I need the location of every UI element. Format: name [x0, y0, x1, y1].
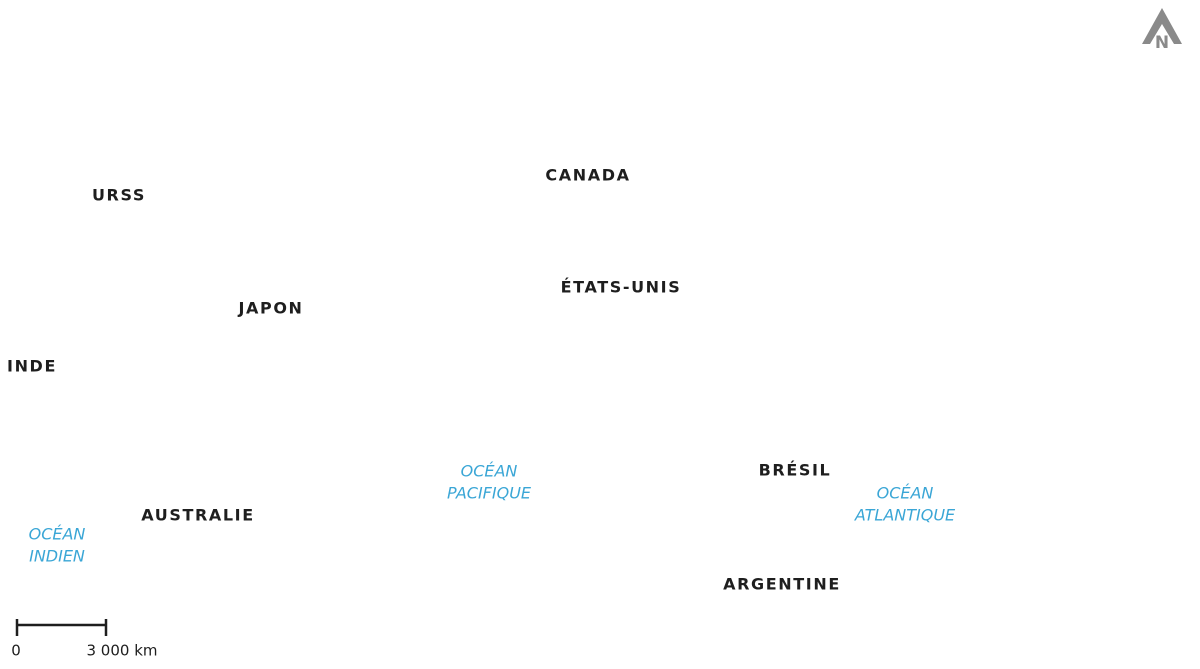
ocean-label: INDIEN — [29, 547, 85, 566]
ocean-label: OCÉAN — [877, 484, 934, 503]
north-label: N — [1155, 33, 1169, 53]
country-label: CANADA — [545, 166, 630, 185]
country-label: URSS — [92, 186, 146, 205]
scale-label: 0 — [11, 642, 21, 660]
north-arrow: N — [1142, 8, 1182, 53]
country-label: AUSTRALIE — [141, 506, 255, 525]
country-label: BRÉSIL — [759, 461, 832, 480]
country-label: INDE — [7, 357, 57, 376]
country-label: ARGENTINE — [723, 575, 841, 594]
ocean-label: OCÉAN — [461, 462, 518, 481]
ocean-label: ATLANTIQUE — [854, 506, 956, 525]
country-label: JAPON — [237, 299, 303, 318]
scale-label: 3 000 km — [86, 642, 157, 660]
ocean-label: OCÉAN — [29, 525, 86, 544]
ocean-label: PACIFIQUE — [447, 484, 532, 503]
scale-bar — [15, 619, 108, 636]
country-label: ÉTATS-UNIS — [561, 278, 682, 297]
